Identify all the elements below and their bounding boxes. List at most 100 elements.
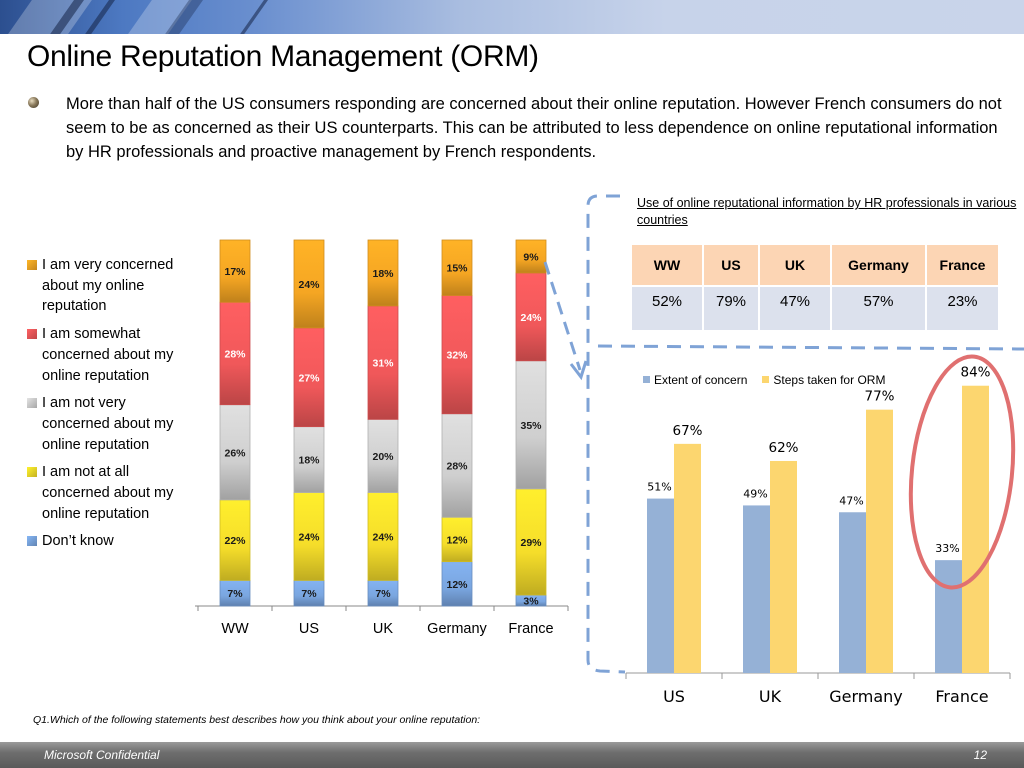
data-label: 26% [224,447,246,459]
x-tick-label: US [663,687,685,706]
grouped-chart-legend: Extent of concern Steps taken for ORM [643,373,885,387]
data-label: 33% [935,542,959,555]
x-tick-label: France [508,621,553,637]
grouped-bar [743,505,770,673]
legend-swatch [27,398,37,409]
legend-swatch [27,536,37,547]
data-label: 49% [743,487,767,500]
table-cell: 47% [760,287,830,330]
grouped-bar [935,560,962,673]
legend-label: Steps taken for ORM [773,373,886,387]
data-label: 47% [839,494,863,507]
table-header-cell: Germany [832,245,925,285]
legend-swatch [27,260,37,270]
data-label: 24% [520,312,542,324]
data-label: 29% [520,537,542,549]
legend-entry: Don’t know [27,531,197,552]
table-header-row: WW US UK Germany France [632,245,998,285]
stacked-bar-segment [367,239,399,307]
data-label: 28% [224,348,246,360]
legend-label: Extent of concern [654,373,748,387]
data-label: 24% [372,531,394,543]
grouped-bar [674,443,701,673]
stacked-chart-legend: I am very concerned about my online repu… [27,255,197,559]
stacked-bar-segment [441,561,473,607]
grouped-bar-chart: 51% 67% US 49% 62% UK 47% 77% Germany 33% 84% Franc… [625,365,1011,706]
stacked-bar-segment [293,492,325,581]
data-label: 7% [301,588,317,600]
data-label: 12% [446,579,468,591]
page-number: 12 [973,748,987,762]
legend-entry: I am very concerned about my online repu… [27,255,197,317]
data-label: 7% [227,588,243,600]
confidential-label: Microsoft Confidential [44,748,160,762]
data-label: 22% [224,535,246,547]
stacked-bar-chart: 7% 22% 26% 28% 17% WW 7% 24% 18% 27% 24% US 7% 24% 20%… [195,239,569,637]
data-label: 67% [672,423,702,439]
table-cell: 23% [927,287,998,330]
stacked-bar-segment [441,516,473,563]
data-label: 24% [298,279,320,291]
table-cell: 79% [704,287,758,330]
legend-entry: Extent of concern [643,373,747,387]
data-label: 7% [375,588,391,600]
footnote: Q1.Which of the following statements bes… [33,714,481,726]
stacked-bar-segment [515,272,547,362]
arrowhead-icon [569,360,588,381]
stacked-bar-segment [219,404,251,501]
x-tick-label: WW [221,621,249,637]
stacked-bar-segment [219,239,251,303]
stacked-bar-segment [367,579,399,607]
x-tick-label: France [935,687,988,706]
data-label: 31% [372,358,394,370]
legend-label: I am not very concerned about my online … [42,395,174,453]
x-tick-label: Germany [829,687,903,706]
legend-label: I am very concerned about my online repu… [42,257,174,315]
table-header-cell: France [927,245,998,285]
legend-entry: I am somewhat concerned about my online … [27,324,197,386]
data-label: 51% [647,481,671,494]
data-label: 18% [298,455,320,467]
legend-entry: I am not very concerned about my online … [27,393,197,455]
legend-swatch [27,467,37,478]
stacked-bar-segment [441,239,473,296]
legend-label: I am not at all concerned about my onlin… [42,464,174,522]
data-label: 12% [446,534,468,546]
grouped-bar [866,409,893,673]
grouped-bar [839,512,866,673]
x-tick-label: US [299,621,319,637]
stacked-bar-segment [293,327,325,428]
data-label: 9% [523,251,539,263]
data-label: 17% [224,266,246,278]
stacked-bar-segment [293,426,325,493]
slide-title: Online Reputation Management (ORM) [27,40,539,73]
bullet-text: More than half of the US consumers respo… [66,95,1002,161]
data-label: 84% [960,365,990,381]
data-label: 62% [768,440,798,456]
hr-table-title: Use of online reputational information b… [637,196,1017,227]
bullet-icon [28,97,39,108]
grouped-bar [770,460,797,673]
grouped-bar [647,498,674,673]
table-header-cell: WW [632,245,702,285]
data-label: 32% [446,350,468,362]
data-label: 77% [864,389,894,405]
x-tick-label: UK [373,621,393,637]
x-tick-label: UK [759,687,782,706]
legend-entry: I am not at all concerned about my onlin… [27,462,197,524]
data-label: 35% [520,420,542,432]
data-label: 3% [523,596,539,608]
stacked-bar-segment [293,239,325,329]
table-header-cell: UK [760,245,830,285]
hr-usage-table: WW US UK Germany France 52% 79% 47% 57% … [630,243,1000,332]
legend-swatch [27,329,37,340]
data-label: 27% [298,372,320,384]
stacked-bar-segment [515,239,547,274]
stacked-bar-segment [367,492,399,581]
data-label: 24% [298,531,320,543]
data-label: 20% [372,451,394,463]
stacked-bar-segment [441,413,473,518]
legend-label: Don’t know [42,533,114,550]
header-banner [0,0,1024,34]
grouped-bar [962,385,989,673]
